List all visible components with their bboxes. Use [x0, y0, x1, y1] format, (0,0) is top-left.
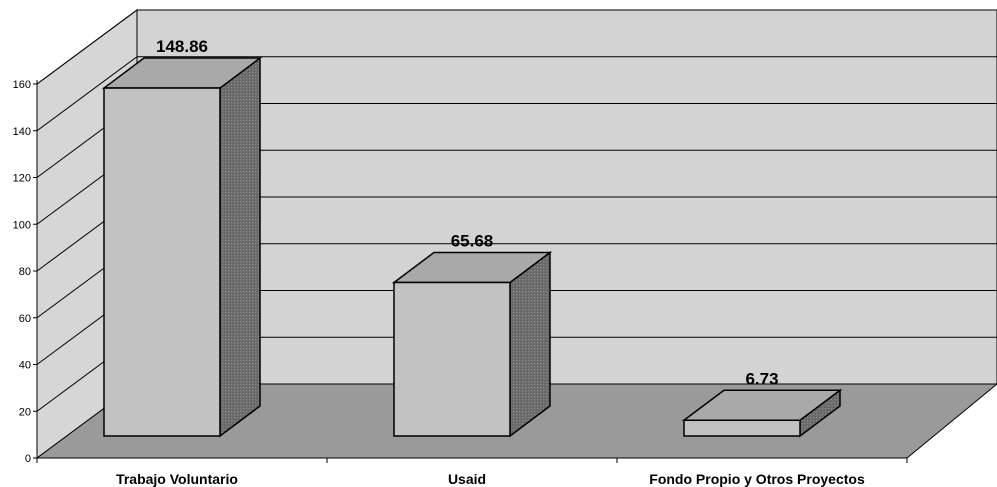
y-tick-label: 140	[13, 126, 31, 138]
y-tick-label: 80	[19, 266, 31, 278]
y-tick-label: 60	[19, 313, 31, 325]
data-label: 6.73	[745, 369, 778, 388]
y-tick-label: 40	[19, 360, 31, 372]
y-tick-label: 0	[25, 453, 31, 465]
bar-front	[684, 420, 800, 436]
data-label: 65.68	[451, 231, 494, 250]
category-label: Fondo Propio y Otros Proyectos	[649, 471, 865, 487]
data-label: 148.86	[156, 37, 208, 56]
category-label: Trabajo Voluntario	[116, 471, 238, 487]
y-tick-label: 100	[13, 219, 31, 231]
bar-front	[104, 88, 220, 436]
bar	[394, 252, 550, 436]
bar-side	[510, 252, 550, 436]
y-tick-label: 120	[13, 173, 31, 185]
y-tick-label: 20	[19, 406, 31, 418]
bar-front	[394, 282, 510, 436]
y-tick-label: 160	[13, 79, 31, 91]
bar-side	[220, 58, 260, 436]
category-label: Usaid	[448, 471, 486, 487]
bar	[104, 58, 260, 436]
